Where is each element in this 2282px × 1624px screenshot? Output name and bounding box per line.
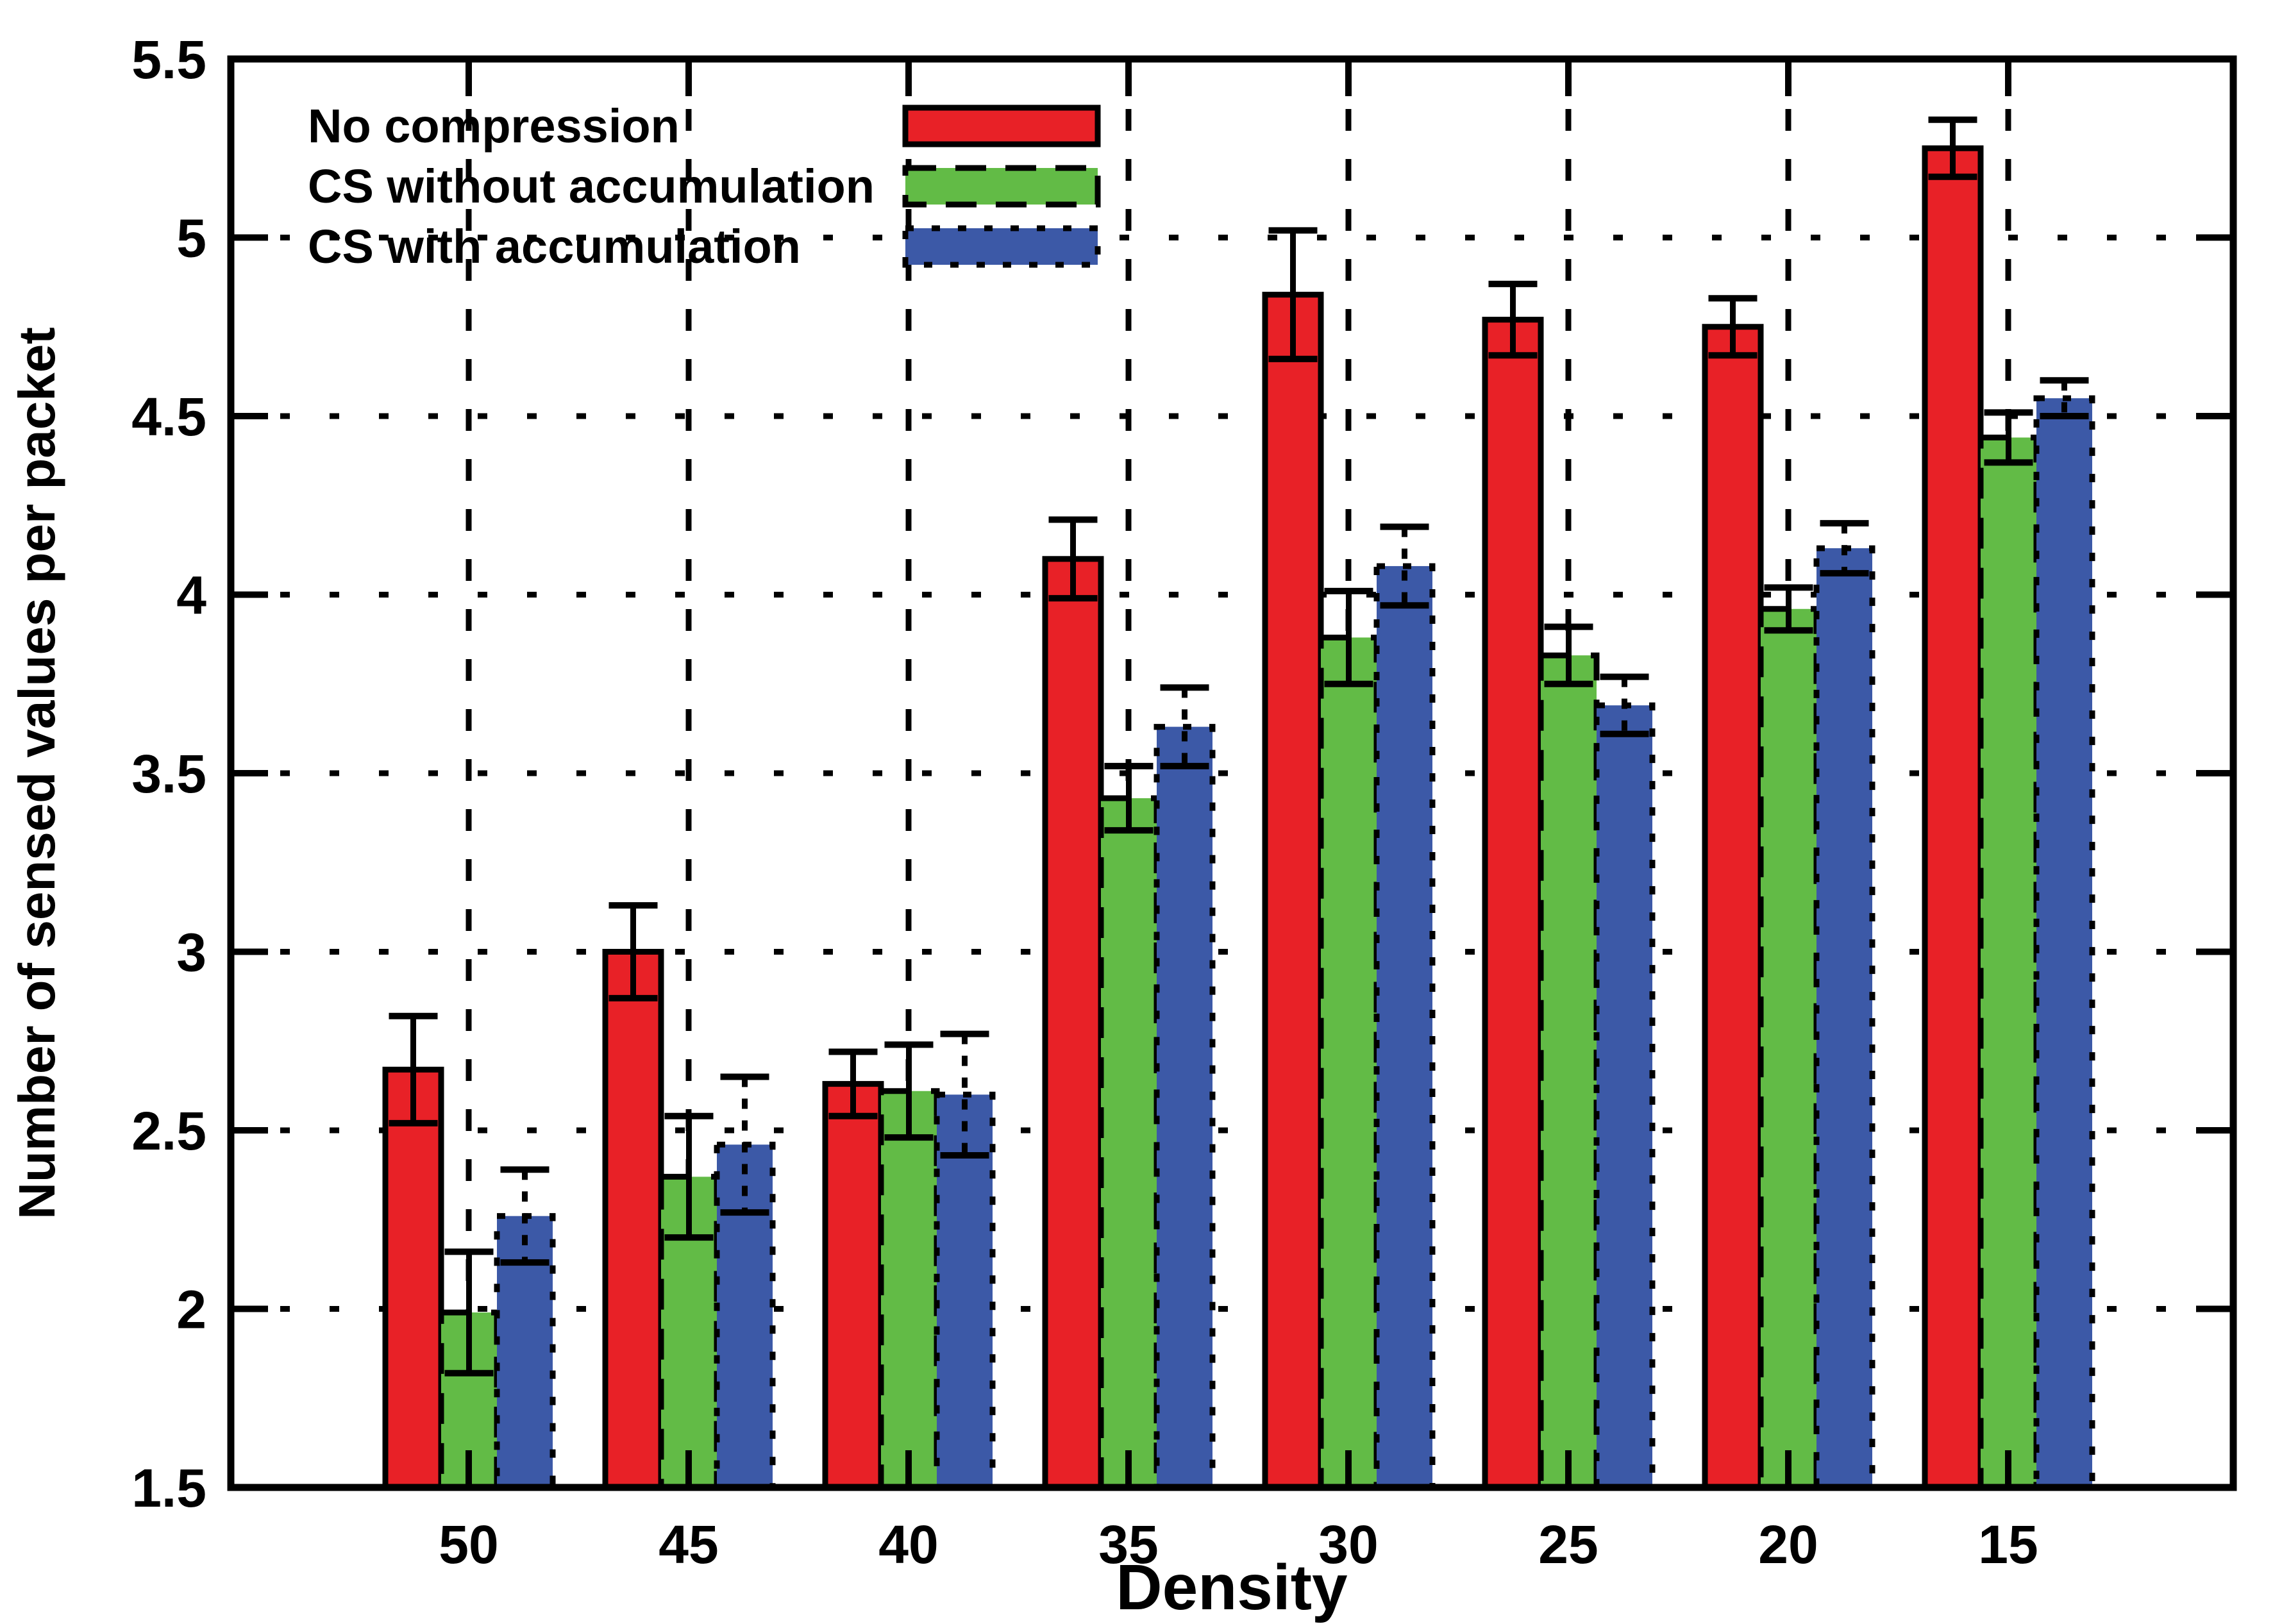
legend: No compression CS without accumulation CS … — [308, 99, 1101, 273]
bar-cs-with-accumulation-45 — [714, 1141, 776, 1491]
x-axis-title: Density — [1116, 1552, 1348, 1623]
bar-cs-without-accumulation-25 — [1538, 652, 1600, 1491]
errorbar-no-compression-15 — [1928, 116, 1977, 180]
bar-cs-with-accumulation-50 — [494, 1213, 556, 1491]
bar-no-compression-15 — [1922, 145, 1984, 1491]
x-tick-label-50: 50 — [439, 1514, 498, 1575]
bar-cs-with-accumulation-20 — [1813, 545, 1875, 1491]
bar-cs-with-accumulation-40 — [934, 1091, 996, 1491]
y-tick-label-3: 3 — [176, 923, 206, 983]
y-tick-label-4.5: 4.5 — [131, 387, 206, 447]
errorbar-cs-without-accumulation-15 — [1984, 409, 2033, 466]
bar-cs-with-accumulation-30 — [1373, 563, 1436, 1491]
legend-label: CS without accumulation — [308, 160, 875, 213]
errorbar-cs-without-accumulation-20 — [1764, 584, 1813, 634]
y-axis-title: Number of sensed values per packet — [8, 327, 65, 1219]
errorbar-cs-without-accumulation-45 — [664, 1112, 714, 1241]
errorbar-cs-with-accumulation-35 — [1160, 684, 1209, 769]
y-tick-label-1.5: 1.5 — [131, 1458, 206, 1518]
errorbar-layer — [389, 116, 2089, 1377]
legend-label: CS with accumulation — [308, 220, 801, 273]
x-tick-label-15: 15 — [1978, 1514, 2038, 1575]
errorbar-no-compression-20 — [1708, 295, 1758, 359]
y-tick-label-4: 4 — [176, 565, 206, 626]
errorbar-cs-with-accumulation-50 — [500, 1166, 550, 1266]
bar-no-compression-40 — [822, 1081, 884, 1491]
errorbar-no-compression-45 — [608, 902, 658, 1001]
errorbar-no-compression-25 — [1488, 280, 1538, 359]
errorbar-cs-with-accumulation-30 — [1380, 523, 1429, 609]
bar-layer — [382, 145, 2095, 1491]
y-tick-label-3.5: 3.5 — [131, 744, 206, 804]
frame-layer — [227, 55, 2237, 1491]
y-tick-label-2: 2 — [176, 1280, 206, 1340]
bar-cs-without-accumulation-15 — [1977, 434, 2040, 1491]
bar-cs-without-accumulation-30 — [1318, 634, 1380, 1491]
bar-no-compression-35 — [1042, 556, 1104, 1491]
bar-no-compression-25 — [1482, 317, 1544, 1491]
label-layer: 5.5 5 4.5 4 3.5 3 2.5 2 1.5 50 45 40 35 30 25 20 15 — [131, 29, 2038, 1575]
errorbar-cs-with-accumulation-25 — [1600, 673, 1649, 737]
legend-label: No compression — [308, 99, 680, 153]
x-tick-label-25: 25 — [1538, 1514, 1598, 1575]
errorbar-cs-with-accumulation-40 — [940, 1030, 989, 1159]
bar-no-compression-20 — [1702, 324, 1764, 1491]
errorbar-no-compression-35 — [1048, 516, 1098, 602]
bar-no-compression-30 — [1262, 292, 1324, 1491]
legend-swatch-dashed — [902, 165, 1101, 208]
errorbar-no-compression-50 — [389, 1012, 438, 1126]
errorbar-no-compression-30 — [1268, 227, 1318, 362]
legend-item-no-compression: No compression — [308, 99, 1101, 153]
bar-cs-with-accumulation-15 — [2033, 395, 2095, 1491]
x-tick-label-40: 40 — [878, 1514, 938, 1575]
errorbar-cs-without-accumulation-35 — [1104, 762, 1154, 834]
bar-cs-without-accumulation-40 — [878, 1088, 940, 1491]
errorbar-no-compression-40 — [828, 1048, 878, 1119]
legend-swatch-solid — [902, 105, 1101, 147]
errorbar-cs-without-accumulation-40 — [884, 1041, 934, 1141]
x-tick-label-45: 45 — [659, 1514, 718, 1575]
legend-item-cs-with-accumulation: CS with accumulation — [308, 220, 1101, 273]
bar-no-compression-50 — [382, 1066, 444, 1491]
y-tick-label-5.5: 5.5 — [131, 29, 206, 90]
errorbar-cs-without-accumulation-25 — [1544, 623, 1593, 687]
x-tick-label-35: 35 — [1098, 1514, 1158, 1575]
legend-item-cs-without-accumulation: CS without accumulation — [308, 160, 1101, 213]
bar-no-compression-45 — [602, 949, 664, 1491]
bar-cs-with-accumulation-35 — [1154, 724, 1216, 1491]
bar-cs-with-accumulation-25 — [1593, 702, 1656, 1491]
x-tick-label-30: 30 — [1318, 1514, 1378, 1575]
x-tick-label-20: 20 — [1758, 1514, 1818, 1575]
legend-swatch-dotted — [902, 225, 1101, 268]
errorbar-cs-with-accumulation-20 — [1820, 520, 1869, 577]
errorbar-cs-with-accumulation-15 — [2040, 377, 2089, 419]
errorbar-cs-without-accumulation-50 — [444, 1248, 494, 1377]
bar-cs-without-accumulation-35 — [1098, 795, 1160, 1491]
bar-cs-without-accumulation-20 — [1758, 606, 1820, 1491]
y-tick-label-2.5: 2.5 — [131, 1101, 206, 1161]
y-tick-label-5: 5 — [176, 208, 206, 269]
errorbar-cs-without-accumulation-30 — [1324, 587, 1373, 687]
errorbar-cs-with-accumulation-45 — [720, 1073, 769, 1216]
